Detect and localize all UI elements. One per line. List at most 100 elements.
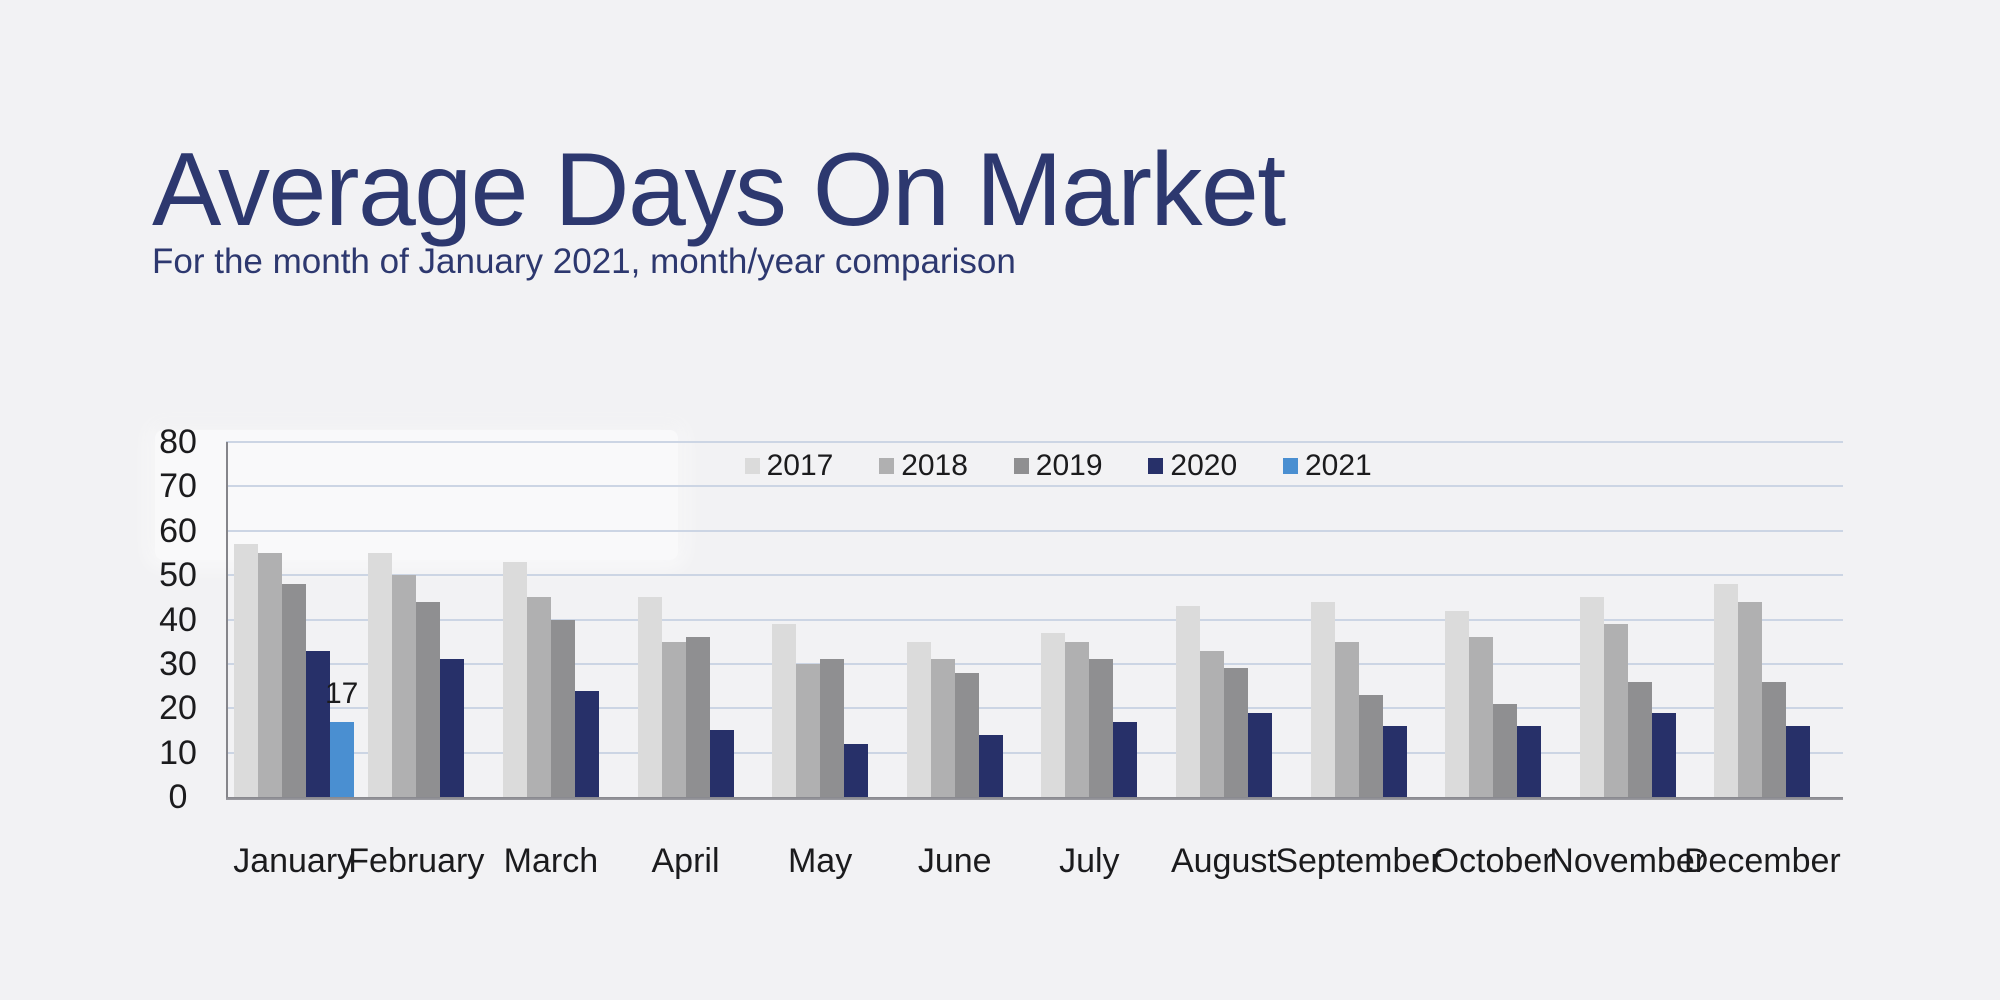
- bar-2018-march: [526, 597, 551, 797]
- y-axis-tick-label: 20: [159, 689, 197, 728]
- bar-2019-august: [1223, 668, 1248, 797]
- bar-2017-october: [1445, 610, 1470, 797]
- x-axis-label: April: [651, 842, 720, 880]
- bar-2019-february: [416, 601, 441, 797]
- bar-2020-february: [440, 659, 465, 797]
- bar-2019-may: [820, 659, 845, 797]
- bar-2017-july: [1041, 632, 1066, 797]
- bar-2019-june: [954, 672, 979, 797]
- bar-2018-june: [930, 659, 955, 797]
- bar-2021-january: [329, 721, 354, 797]
- bar-2020-january: [305, 650, 330, 797]
- bar-2017-september: [1310, 601, 1335, 797]
- y-axis-tick-label: 50: [159, 556, 197, 595]
- gridline: [226, 485, 1843, 488]
- x-axis-label: October: [1432, 842, 1554, 880]
- gridline: [226, 707, 1843, 710]
- bar-value-label: 17: [325, 676, 359, 710]
- bar-2017-december: [1714, 584, 1739, 797]
- bar-2020-november: [1651, 712, 1676, 797]
- bar-2020-march: [574, 690, 599, 797]
- bar-2019-april: [685, 637, 710, 797]
- x-axis-label: September: [1275, 842, 1442, 880]
- gridline: [226, 662, 1843, 665]
- legend-item-2019: 2019: [1013, 449, 1103, 482]
- chart-subtitle: For the month of January 2021, month/yea…: [152, 242, 1016, 281]
- legend: 2017 2018 2019 2020 2021: [226, 442, 1843, 492]
- bar-2018-september: [1334, 641, 1359, 797]
- bar-2019-november: [1627, 681, 1652, 797]
- bar-2017-april: [637, 597, 662, 797]
- legend-item-2018: 2018: [879, 451, 968, 481]
- x-axis-label: December: [1683, 842, 1841, 880]
- plot-area: 17: [226, 441, 1843, 800]
- legend-swatch-2019: [1013, 458, 1029, 474]
- bar-2018-december: [1738, 601, 1763, 797]
- bar-2018-november: [1603, 623, 1628, 797]
- legend-label: 2021: [1305, 449, 1372, 482]
- bar-2018-may: [796, 663, 821, 797]
- bar-2020-september: [1382, 726, 1407, 797]
- x-axis-label: February: [348, 842, 485, 880]
- gridline: [226, 529, 1843, 532]
- bar-2018-july: [1065, 641, 1090, 797]
- bar-2019-march: [550, 619, 575, 797]
- bar-2019-january: [281, 584, 306, 797]
- bar-2018-february: [392, 575, 417, 797]
- legend-label: 2019: [1035, 449, 1103, 482]
- bar-2019-september: [1358, 694, 1383, 797]
- x-axis-label: June: [917, 842, 992, 880]
- legend-label: 2020: [1170, 449, 1238, 482]
- x-axis-label: August: [1170, 842, 1277, 880]
- x-axis-label: November: [1549, 842, 1707, 880]
- gridline: [226, 441, 1843, 443]
- legend-item-2020: 2020: [1148, 451, 1237, 481]
- gridline: [226, 618, 1843, 621]
- legend-item-2021: 2021: [1283, 451, 1372, 481]
- bar-2017-june: [906, 641, 931, 797]
- gridline: [226, 574, 1843, 577]
- y-axis-tick-label: 10: [159, 733, 197, 772]
- y-axis-line: [226, 442, 228, 797]
- x-axis-label: January: [233, 842, 355, 880]
- legend-swatch-2017: [744, 458, 760, 474]
- chart-title: Average Days On Market: [152, 132, 1286, 248]
- bar-2017-march: [502, 561, 527, 797]
- bar-2018-april: [661, 641, 686, 797]
- x-axis-label: March: [503, 842, 599, 880]
- bar-2018-october: [1469, 637, 1494, 797]
- y-axis-tick-label: 80: [159, 423, 197, 461]
- legend-item-2017: 2017: [744, 449, 834, 482]
- y-axis-tick-label: 0: [168, 778, 188, 816]
- bar-2020-august: [1247, 712, 1272, 797]
- bar-2017-november: [1579, 597, 1604, 797]
- bar-2018-january: [257, 552, 282, 797]
- y-axis-tick-label: 40: [159, 600, 197, 639]
- legend-label: 2018: [901, 449, 968, 482]
- bar-2019-july: [1089, 659, 1114, 797]
- bar-2020-may: [844, 743, 869, 797]
- x-axis-label: July: [1059, 842, 1120, 880]
- legend-label: 2017: [766, 449, 834, 482]
- bar-2017-august: [1175, 606, 1200, 797]
- bar-2020-december: [1786, 726, 1811, 797]
- bar-2020-june: [978, 734, 1003, 797]
- bar-2017-february: [368, 552, 393, 797]
- bar-2020-october: [1517, 726, 1542, 797]
- bar-2020-april: [709, 730, 734, 797]
- y-axis-tick-label: 30: [159, 644, 197, 683]
- legend-swatch-2018: [879, 458, 895, 474]
- bar-2017-january: [233, 544, 258, 797]
- highlight-panel: [155, 430, 678, 560]
- legend-swatch-2020: [1148, 458, 1164, 474]
- bar-2019-october: [1493, 703, 1518, 797]
- y-axis-tick-label: 70: [159, 467, 197, 506]
- gridline: [226, 751, 1843, 754]
- bar-2019-december: [1762, 681, 1787, 797]
- y-axis-tick-label: 60: [159, 511, 197, 550]
- bar-2017-may: [772, 623, 797, 797]
- x-axis-label: May: [787, 842, 853, 880]
- bar-2020-july: [1113, 721, 1138, 797]
